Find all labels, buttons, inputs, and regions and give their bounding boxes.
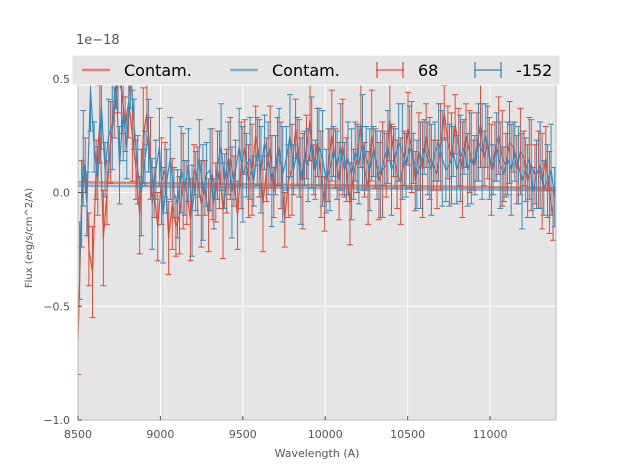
y-tick-label: 0.0 <box>53 187 71 200</box>
series--152 <box>78 56 556 300</box>
x-tick-label: 10000 <box>308 428 343 441</box>
y-tick-label: −1.0 <box>43 414 70 427</box>
ticks: 8500 9000 9500 10000 10500 11000 −1.0 −0.5 0.0 0.… <box>43 73 507 441</box>
legend: Contam. Contam. 68 -152 <box>71 54 561 86</box>
y-offset-text: 1e−18 <box>76 33 120 48</box>
y-tick-label: −0.5 <box>43 300 70 313</box>
x-tick-label: 9000 <box>146 428 174 441</box>
legend-label: -152 <box>516 61 552 80</box>
legend-label: Contam. <box>272 61 340 80</box>
contamination-line-0 <box>78 181 556 190</box>
legend-label: 68 <box>418 61 438 80</box>
contamination-line-1 <box>78 184 556 192</box>
series-line--152 <box>79 67 556 261</box>
contamination-lines <box>78 181 556 192</box>
y-axis-label: Flux (erg/s/cm^2/A) <box>24 188 35 288</box>
legend-box <box>71 54 561 86</box>
x-tick-label: 8500 <box>64 428 92 441</box>
x-axis-label: Wavelength (A) <box>275 447 360 460</box>
legend-label: Contam. <box>124 61 192 80</box>
spectra <box>78 56 556 375</box>
y-tick-label: 0.5 <box>53 73 71 86</box>
x-tick-label: 11000 <box>473 428 508 441</box>
x-tick-label: 9500 <box>229 428 257 441</box>
x-tick-label: 10500 <box>390 428 425 441</box>
